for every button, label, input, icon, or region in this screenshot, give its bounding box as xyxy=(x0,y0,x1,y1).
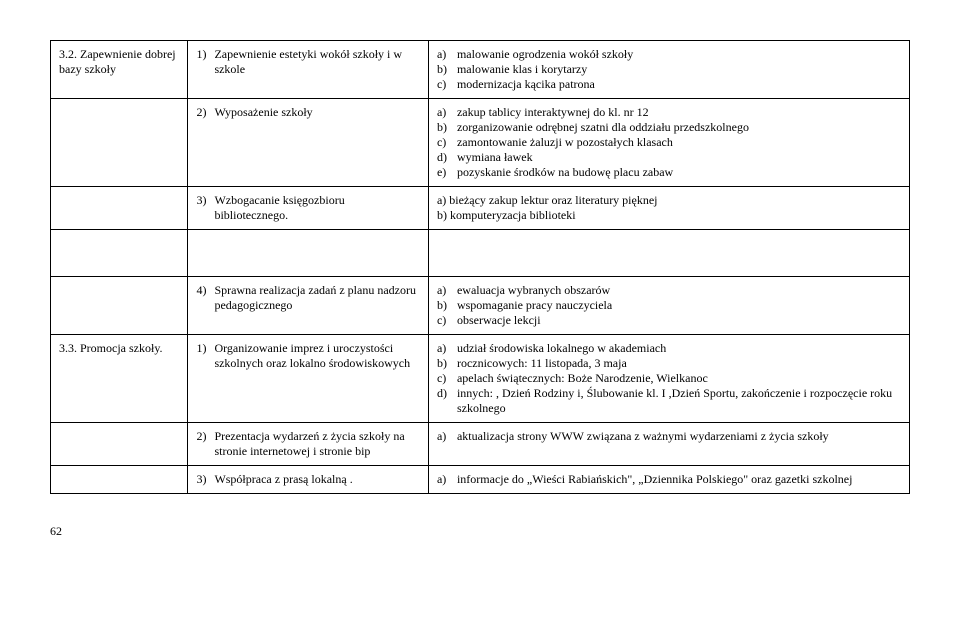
cell-task: 2) Prezentacja wydarzeń z życia szkoły n… xyxy=(188,423,429,466)
item-letter: a) xyxy=(437,429,457,444)
section-text: Promocja szkoły. xyxy=(80,341,163,355)
item-text: udział środowiska lokalnego w akademiach xyxy=(457,341,901,356)
item-text: wspomaganie pracy nauczyciela xyxy=(457,298,901,313)
task-num: 1) xyxy=(196,47,214,77)
cell-items: a)udział środowiska lokalnego w akademia… xyxy=(428,335,909,423)
item-line: b) komputeryzacja biblioteki xyxy=(437,208,901,223)
cell-task: 2) Wyposażenie szkoły xyxy=(188,99,429,187)
cell-section xyxy=(51,423,188,466)
table-row: 3.2. Zapewnienie dobrej bazy szkoły 1) Z… xyxy=(51,41,910,99)
page-number: 62 xyxy=(50,524,910,539)
item-text: ewaluacja wybranych obszarów xyxy=(457,283,901,298)
item-text: informacje do „Wieści Rabiańskich", „Dzi… xyxy=(457,472,901,487)
item-text: modernizacja kącika patrona xyxy=(457,77,901,92)
item-text: zakup tablicy interaktywnej do kl. nr 12 xyxy=(457,105,901,120)
table-row: 3) Wzbogacanie księgozbioru biblioteczne… xyxy=(51,187,910,230)
item-letter: d) xyxy=(437,150,457,165)
cell-items: a)informacje do „Wieści Rabiańskich", „D… xyxy=(428,466,909,494)
item-text: rocznicowych: 11 listopada, 3 maja xyxy=(457,356,901,371)
cell-section xyxy=(51,187,188,230)
item-text: malowanie ogrodzenia wokół szkoły xyxy=(457,47,901,62)
task-num: 3) xyxy=(196,193,214,223)
cell-items: a)aktualizacja strony WWW związana z waż… xyxy=(428,423,909,466)
item-letter: e) xyxy=(437,165,457,180)
section-text: Zapewnienie dobrej bazy szkoły xyxy=(59,47,176,76)
cell-items: a) bieżący zakup lektur oraz literatury … xyxy=(428,187,909,230)
table-row: 2) Prezentacja wydarzeń z życia szkoły n… xyxy=(51,423,910,466)
item-letter: b) xyxy=(437,356,457,371)
table-row: 3.3. Promocja szkoły. 1) Organizowanie i… xyxy=(51,335,910,423)
cell-section xyxy=(51,277,188,335)
item-text: malowanie klas i korytarzy xyxy=(457,62,901,77)
item-letter: c) xyxy=(437,371,457,386)
cell-task: 3) Współpraca z prasą lokalną . xyxy=(188,466,429,494)
item-letter: b) xyxy=(437,298,457,313)
cell-task: 4) Sprawna realizacja zadań z planu nadz… xyxy=(188,277,429,335)
cell-items: a)malowanie ogrodzenia wokół szkoły b)ma… xyxy=(428,41,909,99)
item-text: zorganizowanie odrębnej szatni dla oddzi… xyxy=(457,120,901,135)
cell-section: 3.2. Zapewnienie dobrej bazy szkoły xyxy=(51,41,188,99)
table-row: 3) Współpraca z prasą lokalną . a)inform… xyxy=(51,466,910,494)
cell-items: a)ewaluacja wybranych obszarów b)wspomag… xyxy=(428,277,909,335)
table-row-empty xyxy=(51,230,910,277)
item-letter: c) xyxy=(437,313,457,328)
task-text: Sprawna realizacja zadań z planu nadzoru… xyxy=(214,283,420,313)
task-num: 1) xyxy=(196,341,214,371)
item-letter: d) xyxy=(437,386,457,416)
item-text: innych: , Dzień Rodziny i, Ślubowanie kl… xyxy=(457,386,901,416)
section-num: 3.3. xyxy=(59,341,77,355)
cell-task: 1) Zapewnienie estetyki wokół szkoły i w… xyxy=(188,41,429,99)
cell-section xyxy=(51,99,188,187)
item-letter: a) xyxy=(437,47,457,62)
item-text: wymiana ławek xyxy=(457,150,901,165)
table-row: 2) Wyposażenie szkoły a)zakup tablicy in… xyxy=(51,99,910,187)
task-text: Organizowanie imprez i uroczystości szko… xyxy=(214,341,420,371)
cell-section xyxy=(51,466,188,494)
task-text: Prezentacja wydarzeń z życia szkoły na s… xyxy=(214,429,420,459)
item-letter: a) xyxy=(437,341,457,356)
task-num: 2) xyxy=(196,429,214,459)
cell-section: 3.3. Promocja szkoły. xyxy=(51,335,188,423)
item-text: apelach świątecznych: Boże Narodzenie, W… xyxy=(457,371,901,386)
item-letter: b) xyxy=(437,62,457,77)
item-letter: a) xyxy=(437,472,457,487)
item-text: aktualizacja strony WWW związana z ważny… xyxy=(457,429,901,444)
task-num: 3) xyxy=(196,472,214,487)
item-text: obserwacje lekcji xyxy=(457,313,901,328)
task-text: Zapewnienie estetyki wokół szkoły i w sz… xyxy=(214,47,420,77)
section-num: 3.2. xyxy=(59,47,77,61)
item-letter: c) xyxy=(437,77,457,92)
document-table: 3.2. Zapewnienie dobrej bazy szkoły 1) Z… xyxy=(50,40,910,494)
item-letter: b) xyxy=(437,120,457,135)
item-letter: a) xyxy=(437,105,457,120)
task-text: Wzbogacanie księgozbioru bibliotecznego. xyxy=(214,193,420,223)
task-text: Współpraca z prasą lokalną . xyxy=(214,472,352,487)
cell-items: a)zakup tablicy interaktywnej do kl. nr … xyxy=(428,99,909,187)
item-line: a) bieżący zakup lektur oraz literatury … xyxy=(437,193,901,208)
item-text: zamontowanie żaluzji w pozostałych klasa… xyxy=(457,135,901,150)
cell-task: 1) Organizowanie imprez i uroczystości s… xyxy=(188,335,429,423)
item-letter: c) xyxy=(437,135,457,150)
item-text: pozyskanie środków na budowę placu zabaw xyxy=(457,165,901,180)
item-letter: a) xyxy=(437,283,457,298)
task-num: 2) xyxy=(196,105,214,120)
task-text: Wyposażenie szkoły xyxy=(214,105,312,120)
cell-task: 3) Wzbogacanie księgozbioru biblioteczne… xyxy=(188,187,429,230)
table-row: 4) Sprawna realizacja zadań z planu nadz… xyxy=(51,277,910,335)
task-num: 4) xyxy=(196,283,214,313)
